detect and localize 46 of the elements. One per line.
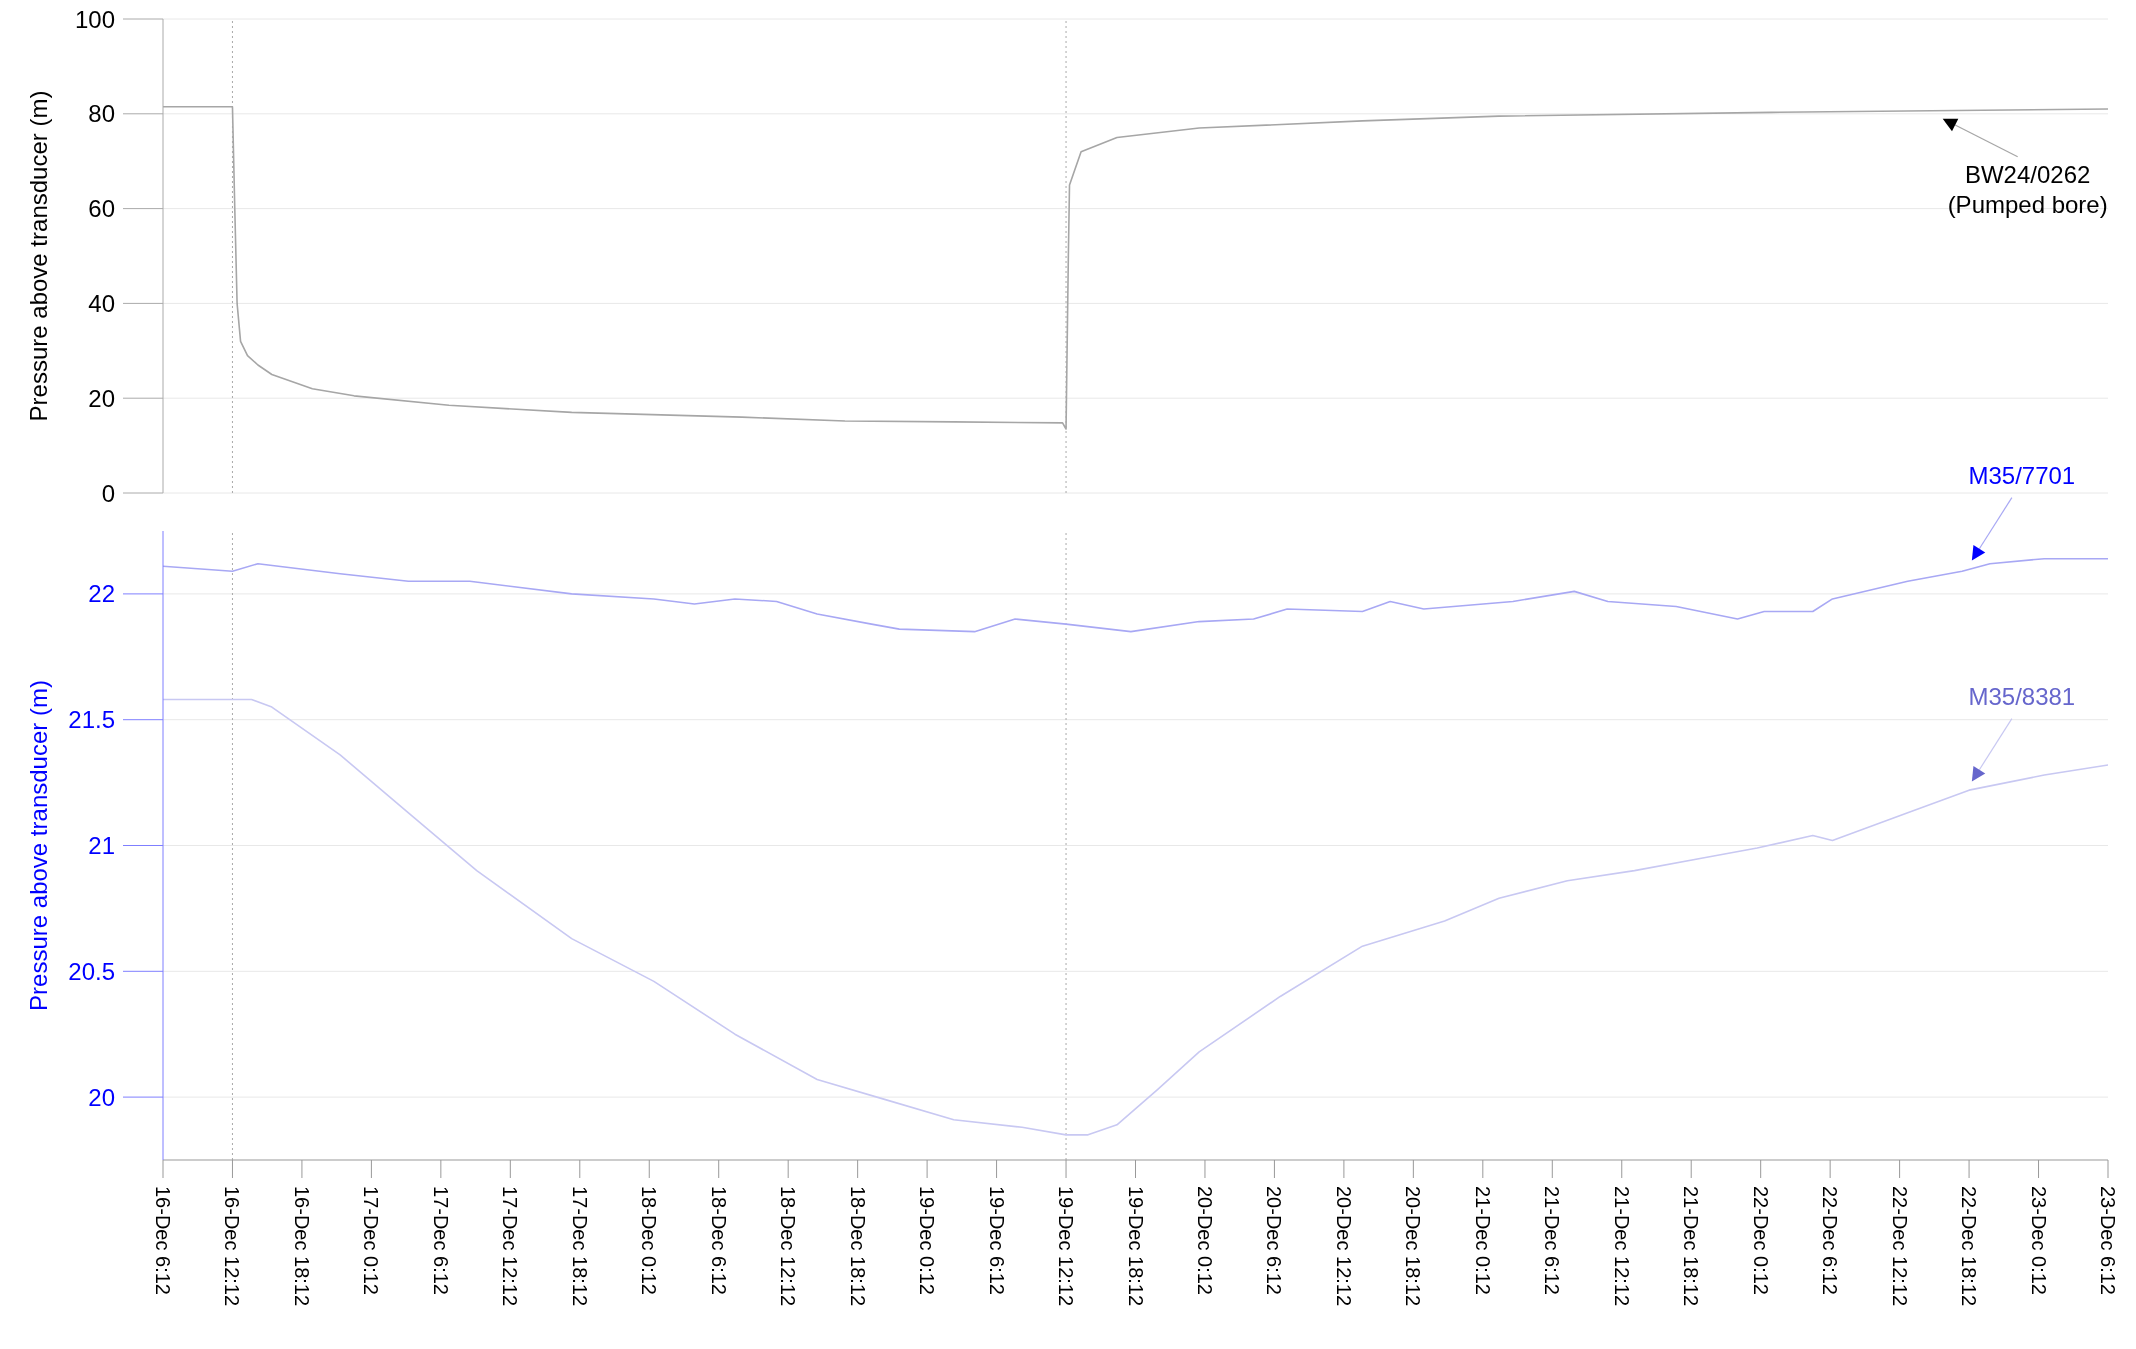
x-tick-label: 19-Dec 12:12 bbox=[1055, 1186, 1078, 1307]
y-tick-label: 20 bbox=[88, 384, 115, 412]
x-tick-label: 21-Dec 18:12 bbox=[1680, 1186, 1703, 1307]
y-tick-label: 21 bbox=[88, 832, 115, 859]
x-tick-label: 18-Dec 0:12 bbox=[638, 1186, 661, 1295]
x-tick-label: 22-Dec 0:12 bbox=[1749, 1186, 1772, 1295]
x-tick-label: 19-Dec 6:12 bbox=[985, 1186, 1008, 1295]
y-tick-label: 100 bbox=[74, 5, 115, 33]
x-tick-label: 21-Dec 6:12 bbox=[1541, 1186, 1564, 1295]
x-tick-label: 18-Dec 6:12 bbox=[707, 1186, 730, 1295]
annotation: (Pumped bore) bbox=[1947, 190, 2108, 218]
x-tick-label: 19-Dec 0:12 bbox=[916, 1186, 939, 1295]
y-tick-label: 21.5 bbox=[68, 706, 115, 734]
x-tick-label: 21-Dec 0:12 bbox=[1471, 1186, 1494, 1295]
y-tick-label: 20 bbox=[88, 1083, 115, 1111]
x-tick-label: 16-Dec 18:12 bbox=[290, 1186, 313, 1307]
text: M35/8381 bbox=[1968, 682, 2076, 710]
x-tick-label: 18-Dec 12:12 bbox=[777, 1186, 800, 1307]
x-tick-label: 17-Dec 0:12 bbox=[360, 1186, 383, 1295]
x-tick-label: 18-Dec 18:12 bbox=[846, 1186, 869, 1307]
y-tick-label: 22 bbox=[88, 580, 115, 608]
y-tick-label: 60 bbox=[88, 195, 115, 223]
x-tick-label: 22-Dec 6:12 bbox=[1819, 1186, 1842, 1295]
x-tick-label: 21-Dec 12:12 bbox=[1610, 1186, 1633, 1307]
x-tick-label: 23-Dec 0:12 bbox=[2027, 1186, 2050, 1295]
text: M35/7701 bbox=[1968, 461, 2076, 489]
x-tick-label: 20-Dec 0:12 bbox=[1193, 1186, 1216, 1295]
x-tick-label: 22-Dec 12:12 bbox=[1888, 1186, 1911, 1307]
x-tick-label: 20-Dec 6:12 bbox=[1263, 1186, 1286, 1295]
y-axis-title: Pressure above transducer (m) bbox=[24, 680, 52, 1011]
y-tick-label: 0 bbox=[101, 479, 115, 507]
x-tick-label: 19-Dec 18:12 bbox=[1124, 1186, 1147, 1307]
y-axis-title: Pressure above transducer (m) bbox=[24, 90, 52, 422]
y-tick-label: 40 bbox=[88, 289, 115, 317]
x-tick-label: 17-Dec 12:12 bbox=[499, 1186, 522, 1307]
y-tick-label: 80 bbox=[88, 100, 115, 128]
x-tick-label: 20-Dec 12:12 bbox=[1332, 1186, 1355, 1307]
legend-label: BW24/0262 bbox=[1964, 160, 2091, 188]
x-tick-label: 16-Dec 6:12 bbox=[152, 1186, 174, 1295]
x-tick-label: 16-Dec 12:12 bbox=[221, 1186, 244, 1307]
x-tick-label: 17-Dec 6:12 bbox=[429, 1186, 452, 1295]
x-tick-label: 22-Dec 18:12 bbox=[1958, 1186, 1981, 1307]
x-tick-label: 20-Dec 18:12 bbox=[1402, 1186, 1425, 1307]
y-tick-label: 20.5 bbox=[68, 957, 115, 985]
x-tick-label: 17-Dec 18:12 bbox=[568, 1186, 591, 1307]
x-tick-label: 23-Dec 6:12 bbox=[2097, 1186, 2119, 1295]
